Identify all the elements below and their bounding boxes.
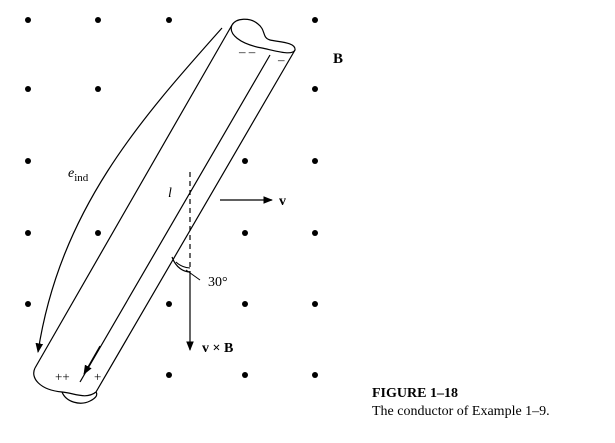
field-dot — [25, 301, 31, 307]
angle-arc — [171, 256, 191, 273]
field-dot — [166, 301, 172, 307]
field-dot — [95, 17, 101, 23]
field-dot — [312, 301, 318, 307]
emf-main: e — [68, 166, 74, 181]
field-dot — [242, 301, 248, 307]
field-dot — [312, 17, 318, 23]
angle-leader — [185, 269, 201, 281]
field-dot — [312, 372, 318, 378]
field-dot — [312, 86, 318, 92]
conductor-right-edge — [95, 49, 296, 393]
conductor-top-cap — [231, 18, 296, 51]
emf-label: eind — [68, 166, 89, 184]
positive-charges-label: ++ — [55, 369, 70, 384]
inner-arrow — [83, 345, 101, 375]
field-dot — [242, 372, 248, 378]
conductor-body — [35, 25, 295, 392]
conductor-left-edge — [34, 24, 233, 369]
field-dot — [25, 158, 31, 164]
positive-charge-single: + — [94, 369, 101, 384]
field-dot — [95, 86, 101, 92]
velocity-label: v — [279, 194, 286, 209]
field-dots — [25, 17, 318, 378]
angle-label: 30° — [208, 275, 228, 290]
field-dot — [242, 158, 248, 164]
figure-description: The conductor of Example 1–9. — [372, 404, 550, 419]
field-dot — [312, 158, 318, 164]
figure-number: FIGURE 1–18 — [372, 386, 458, 401]
length-label: l — [168, 186, 172, 201]
conductor-bottom-cap-back — [61, 391, 98, 404]
field-dot — [166, 372, 172, 378]
figure-caption: FIGURE 1–18 The conductor of Example 1–9… — [372, 385, 550, 421]
conductor-top-cap-back — [230, 24, 296, 54]
field-dot — [242, 230, 248, 236]
vxb-label: v × B — [202, 341, 233, 356]
field-dot — [95, 230, 101, 236]
emf-arrow — [35, 27, 223, 353]
field-dot — [166, 17, 172, 23]
negative-charges-label: – – — [238, 44, 256, 59]
field-dot — [25, 17, 31, 23]
emf-subscript: ind — [74, 172, 89, 184]
conductor — [33, 18, 296, 404]
field-dot — [25, 230, 31, 236]
field-dot — [312, 230, 318, 236]
angle-arc-inner — [175, 261, 191, 269]
field-dot — [25, 86, 31, 92]
field-label: B — [333, 51, 343, 67]
negative-charge-single: – — [277, 52, 285, 67]
conductor-inner-line — [79, 54, 271, 383]
